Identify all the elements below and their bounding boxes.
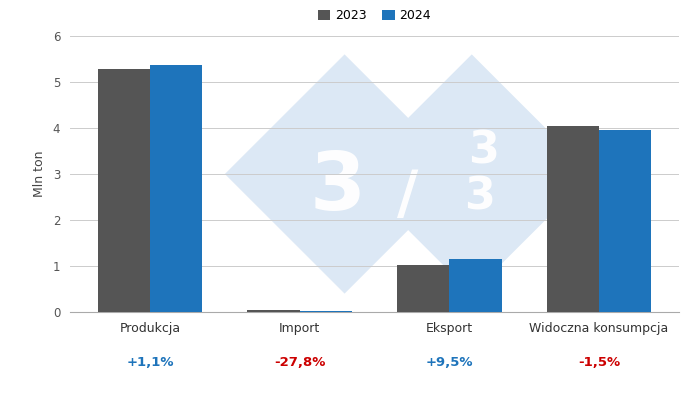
Text: +9,5%: +9,5% <box>426 356 473 370</box>
Bar <box>150 64 202 312</box>
Text: 3: 3 <box>464 176 495 218</box>
Y-axis label: Mln ton: Mln ton <box>33 151 46 197</box>
Text: 3: 3 <box>468 130 499 172</box>
Bar <box>449 259 502 312</box>
Bar <box>397 265 449 312</box>
Polygon shape <box>225 54 464 294</box>
Bar <box>599 130 651 312</box>
Text: 3: 3 <box>309 149 365 227</box>
Bar <box>547 126 599 312</box>
Text: -1,5%: -1,5% <box>578 356 620 370</box>
Text: -27,8%: -27,8% <box>274 356 326 370</box>
Text: /: / <box>397 168 418 226</box>
Polygon shape <box>352 54 592 294</box>
Bar <box>300 311 352 312</box>
Bar <box>98 69 150 312</box>
Legend: 2023, 2024: 2023, 2024 <box>318 9 431 22</box>
Bar <box>247 310 300 312</box>
Text: +1,1%: +1,1% <box>126 356 174 370</box>
